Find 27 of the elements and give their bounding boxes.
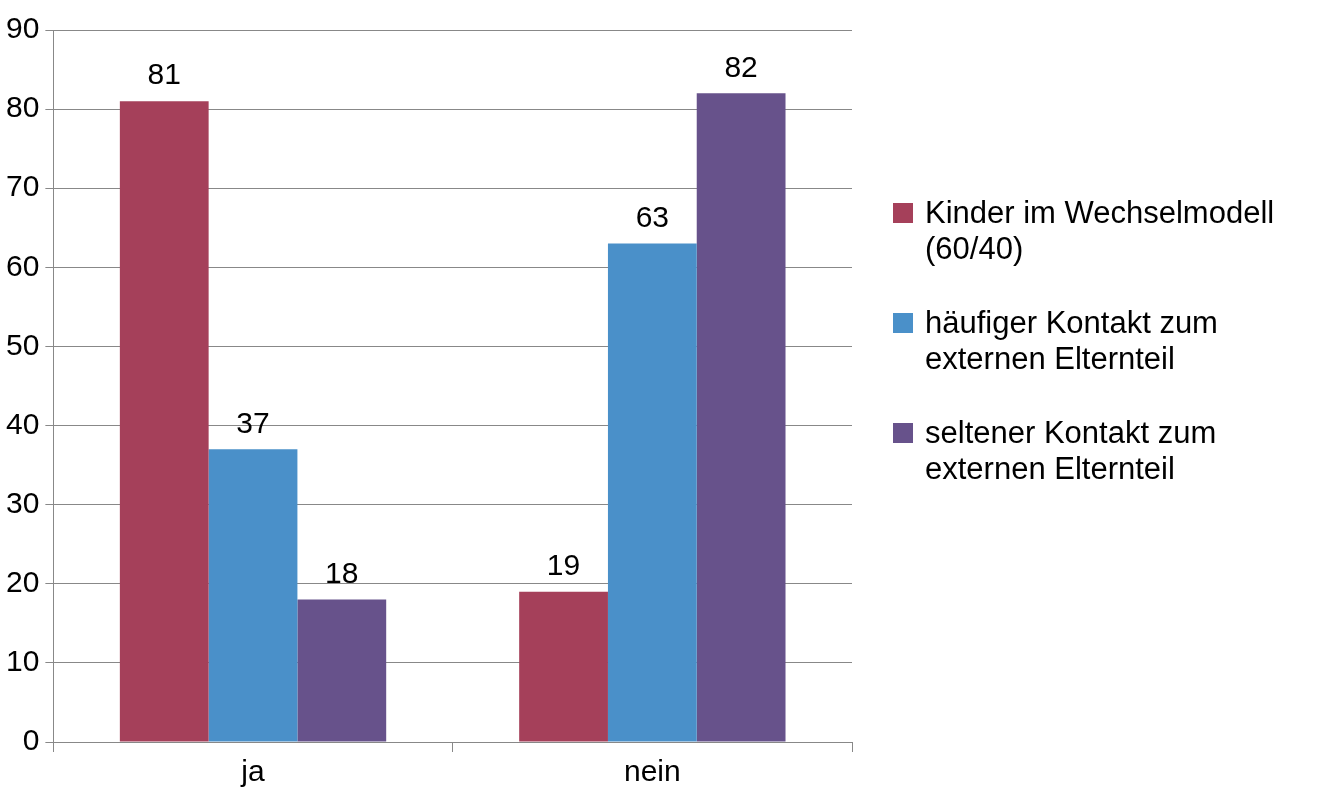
y-tick-label: 20 [5,565,40,599]
bar [208,449,298,742]
bar [119,101,209,742]
bar [607,243,697,742]
y-tick-label: 80 [5,90,40,124]
bar [696,93,786,742]
legend-label: Kinder im Wechselmodell (60/40) [925,195,1276,267]
y-tick-label: 0 [22,723,40,757]
legend-label: häufiger Kontakt zum externen Elternteil [925,305,1219,377]
y-tick-label: 60 [5,248,40,282]
bar [519,591,608,742]
x-tick-label: ja [240,754,266,788]
data-label: 37 [236,405,270,439]
y-tick-label: 10 [5,644,40,678]
x-tick-label: nein [623,754,681,788]
y-tick-label: 90 [5,11,40,45]
data-label: 63 [635,199,670,233]
y-tick-label: 50 [5,327,40,361]
data-label: 82 [724,49,758,83]
data-label: 19 [546,547,581,581]
bar [297,599,387,742]
data-label: 81 [147,57,181,91]
legend-label: seltener Kontakt zum externen Elternteil [925,415,1218,487]
y-tick-label: 30 [5,485,40,519]
y-tick-label: 70 [5,169,40,203]
data-label: 18 [325,555,359,589]
y-tick-label: 40 [5,406,40,440]
